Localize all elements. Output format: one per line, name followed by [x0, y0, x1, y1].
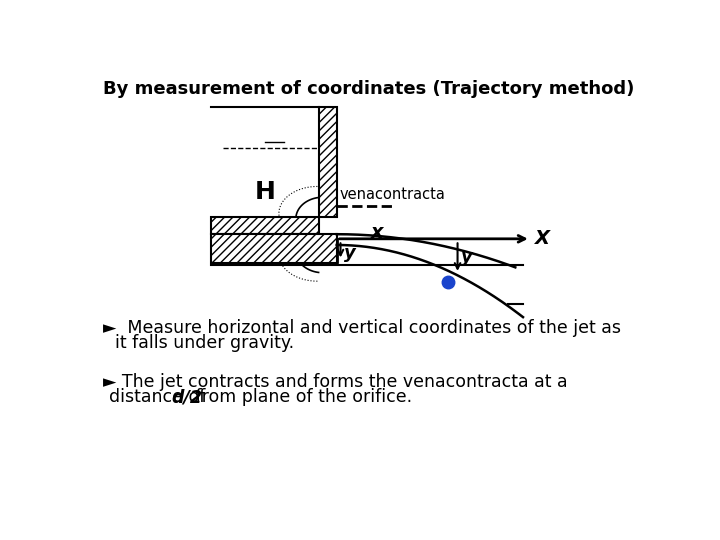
Text: x: x: [370, 223, 383, 242]
Text: H: H: [255, 180, 276, 204]
Bar: [211, 217, 319, 234]
Text: y: y: [343, 244, 356, 262]
Text: distance of: distance of: [109, 388, 211, 406]
Text: By measurement of coordinates (Trajectory method): By measurement of coordinates (Trajector…: [104, 80, 635, 98]
Text: ►  Measure horizontal and vertical coordinates of the jet as: ► Measure horizontal and vertical coordi…: [104, 319, 621, 337]
Text: venacontracta: venacontracta: [340, 187, 446, 202]
Bar: [211, 234, 337, 264]
Text: from plane of the orifice.: from plane of the orifice.: [190, 388, 413, 406]
Text: y: y: [461, 248, 472, 266]
Text: d/2: d/2: [171, 388, 202, 406]
Text: ► The jet contracts and forms the venacontracta at a: ► The jet contracts and forms the venaco…: [104, 373, 568, 391]
Bar: [319, 107, 337, 217]
Text: it falls under gravity.: it falls under gravity.: [115, 334, 294, 352]
Text: X: X: [534, 230, 549, 248]
